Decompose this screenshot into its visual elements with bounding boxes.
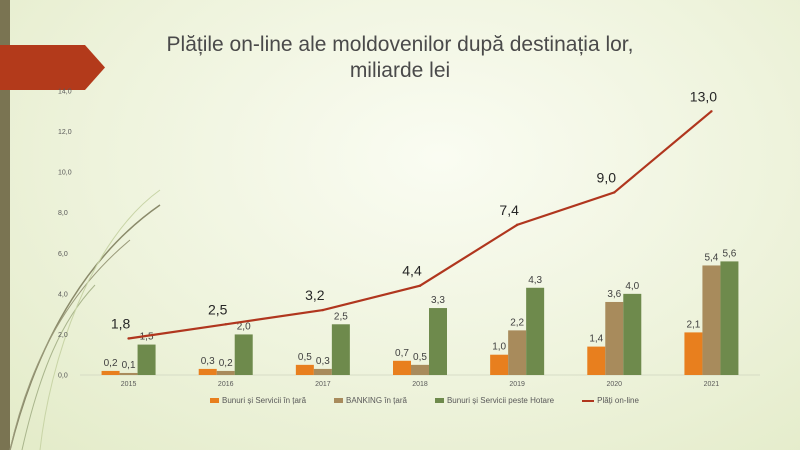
bar-series2 <box>508 330 527 375</box>
x-tick-label: 2017 <box>315 381 331 388</box>
bar-series1 <box>295 364 314 375</box>
left-decorative-strip <box>0 0 10 450</box>
bar-series2 <box>119 372 138 375</box>
bar-value-label: 0,7 <box>395 348 409 359</box>
bar-series3 <box>234 334 253 375</box>
y-tick-label: 8,0 <box>58 210 68 217</box>
y-tick-label: 12,0 <box>58 129 72 136</box>
title-arrow-shape <box>0 45 105 90</box>
line-value-label: 13,0 <box>690 88 717 104</box>
bar-value-label: 5,6 <box>722 248 736 259</box>
y-tick-label: 14,0 <box>58 89 72 96</box>
legend-item-domestic-goods: Bunuri și Servicii în țară <box>210 396 306 405</box>
line-value-label: 7,4 <box>499 202 519 218</box>
bar-series1 <box>587 346 606 375</box>
bar-value-label: 2,5 <box>334 311 348 322</box>
bar-series3 <box>429 308 447 375</box>
legend-label-banking: BANKING în țară <box>346 396 407 405</box>
bar-series2 <box>702 265 721 375</box>
line-point <box>127 337 130 340</box>
x-tick-label: 2019 <box>509 381 525 388</box>
y-tick-label: 0,0 <box>58 373 68 380</box>
chart-title: Plățile on-line ale moldovenilor după de… <box>140 32 660 84</box>
bar-value-label: 3,6 <box>607 289 621 300</box>
y-tick-label: 6,0 <box>58 251 68 258</box>
x-tick-label: 2020 <box>606 381 622 388</box>
legend-item-online-payments: Plăți on-line <box>582 396 639 405</box>
bar-value-label: 1,5 <box>140 332 154 343</box>
bar-value-label: 0,5 <box>413 352 427 363</box>
bar-series2 <box>313 368 332 375</box>
legend-swatch-banking <box>334 398 344 403</box>
line-value-label: 3,2 <box>305 287 325 303</box>
legend-label-domestic-goods: Bunuri și Servicii în țară <box>222 396 307 405</box>
bar-value-label: 2,1 <box>686 319 700 330</box>
line-point <box>515 223 519 227</box>
bar-series3 <box>623 293 642 375</box>
bar-series2 <box>411 364 429 375</box>
line-value-label: 4,4 <box>402 263 422 279</box>
bar-value-label: 0,3 <box>201 356 215 367</box>
bar-series3 <box>720 261 739 375</box>
x-tick-label: 2016 <box>218 381 234 388</box>
line-value-label: 1,8 <box>111 315 131 331</box>
bar-series1 <box>684 332 703 375</box>
bar-value-label: 1,0 <box>492 342 506 353</box>
legend-swatch-abroad-goods <box>434 398 444 403</box>
line-value-label: 2,5 <box>208 301 228 317</box>
bar-series1 <box>101 370 120 375</box>
bar-series3 <box>137 344 156 375</box>
y-tick-label: 10,0 <box>58 170 72 177</box>
bar-value-label: 0,2 <box>219 358 233 369</box>
line-point <box>710 110 713 113</box>
legend-label-online-payments: Plăți on-line <box>597 396 639 405</box>
bar-value-label: 2,0 <box>237 321 251 332</box>
y-tick-label: 2,0 <box>58 332 68 339</box>
chart-legend: Bunuri și Servicii în țară BANKING în ța… <box>210 396 639 405</box>
line-point <box>321 308 325 312</box>
legend-swatch-domestic-goods <box>210 398 219 403</box>
bar-value-label: 2,2 <box>510 317 524 328</box>
line-point <box>613 191 616 194</box>
legend-label-abroad-goods: Bunuri și Servicii peste Hotare <box>446 396 555 405</box>
bar-series1 <box>490 354 509 375</box>
x-tick-label: 2015 <box>121 381 137 388</box>
legend-swatch-online-payments <box>582 399 595 402</box>
bar-value-label: 5,4 <box>704 252 718 263</box>
x-tick-label: 2021 <box>704 381 720 388</box>
bar-value-label: 3,3 <box>431 295 445 306</box>
legend-item-banking: BANKING în țară <box>334 396 407 405</box>
x-tick-label: 2018 <box>412 381 428 388</box>
bar-value-label: 0,5 <box>298 352 312 363</box>
legend-item-abroad-goods: Bunuri și Servicii peste Hotare <box>434 396 555 405</box>
decorative-curves <box>9 189 161 450</box>
bar-series3 <box>331 324 350 375</box>
chart-title-line1: Plățile on-line ale moldovenilor după de… <box>166 33 634 56</box>
line-value-label: 9,0 <box>597 169 617 185</box>
bar-value-label: 4,3 <box>528 275 542 286</box>
line-point <box>418 284 422 287</box>
bar-series1 <box>198 368 217 375</box>
line-point <box>224 323 227 326</box>
bar-series2 <box>605 301 624 375</box>
chart-title-line2: miliarde lei <box>349 59 451 82</box>
bar-series2 <box>216 370 235 375</box>
bar-value-label: 4,0 <box>625 281 639 292</box>
bar-series1 <box>393 360 411 375</box>
bar-value-label: 0,1 <box>122 360 136 371</box>
y-tick-label: 4,0 <box>58 291 68 298</box>
bar-value-label: 1,4 <box>589 334 603 345</box>
bar-series3 <box>526 287 545 375</box>
bar-value-label: 0,3 <box>316 356 330 367</box>
bar-value-label: 0,2 <box>104 358 118 369</box>
